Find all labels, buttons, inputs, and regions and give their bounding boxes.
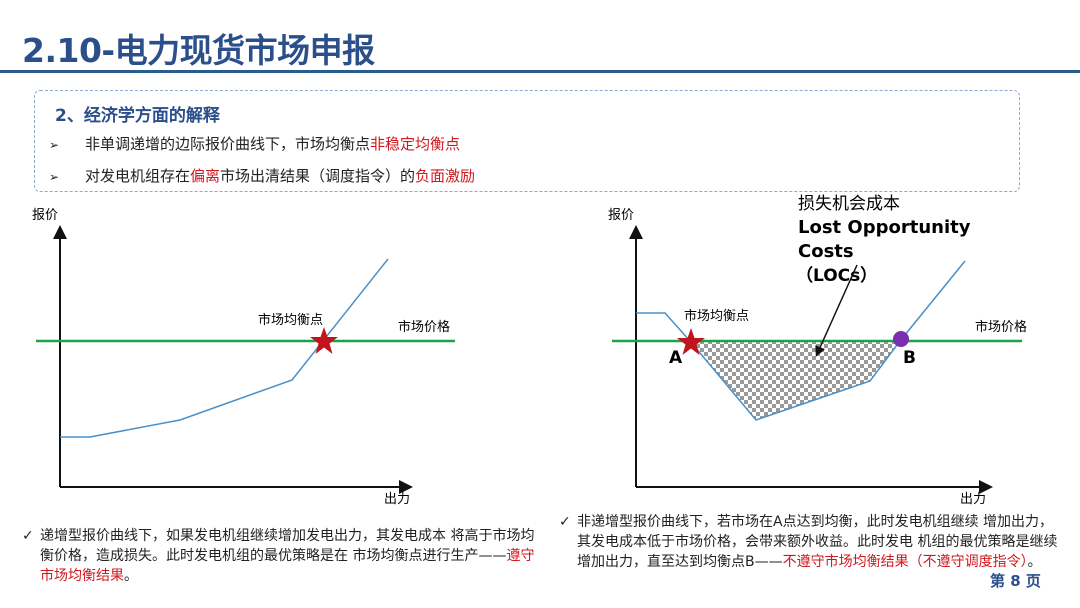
arrow-bullet-icon: ➢ xyxy=(49,170,60,184)
right-price-label: 市场价格 xyxy=(975,319,1027,335)
left-ylabel: 报价 xyxy=(32,208,58,223)
left-note: ✓ 递增型报价曲线下，如果发电机组继续增加发电出力，其发电成本 将高于市场均衡价… xyxy=(22,526,540,586)
right-chart: 报价 出力 市场均衡点 市场价格 A B 损失机会成本 Lost Opportu… xyxy=(608,194,1027,507)
left-note-text: 递增型报价曲线下，如果发电机组继续增加发电出力，其发电成本 将高于市场均衡价格，… xyxy=(40,528,535,564)
right-equilibrium-label: 市场均衡点 xyxy=(684,308,749,324)
left-note-end: 。 xyxy=(124,568,138,584)
arrow-bullet-icon: ➢ xyxy=(49,138,60,152)
bullet-2-text-b: 市场出清结果（调度指令）的 xyxy=(220,167,416,185)
page-number: 第 8 页 xyxy=(990,572,1041,590)
page-title: 2.10-电力现货市场申报 xyxy=(22,31,375,70)
bullet-2-highlight-a: 偏离 xyxy=(190,167,221,185)
left-equilibrium-star-icon xyxy=(310,327,338,354)
section-heading: 2、经济学方面的解释 xyxy=(55,106,220,126)
check-icon: ✓ xyxy=(22,528,34,544)
bullet-1-text: 非单调递增的边际报价曲线下，市场均衡点 xyxy=(85,135,371,153)
point-b-label: B xyxy=(903,348,916,368)
right-ylabel: 报价 xyxy=(608,208,634,223)
right-note-highlight: 不遵守市场均衡结果（不遵守调度指令） xyxy=(782,554,1028,570)
bullet-2: ➢ 对发电机组存在偏离市场出清结果（调度指令）的负面激励 xyxy=(49,165,475,186)
bullet-2-text-a: 对发电机组存在 xyxy=(85,167,191,185)
right-note-end: 。 xyxy=(1027,554,1042,570)
bullet-2-highlight-b: 负面激励 xyxy=(415,167,476,185)
loc-label-en-1: Lost Opportunity xyxy=(798,217,971,238)
left-offer-curve xyxy=(60,258,389,438)
left-equilibrium-label: 市场均衡点 xyxy=(258,312,323,328)
title-divider xyxy=(0,70,1080,73)
loc-label-abbr: （LOCs） xyxy=(796,265,877,286)
loc-label-cn: 损失机会成本 xyxy=(798,194,900,214)
bullet-1-highlight: 非稳定均衡点 xyxy=(370,135,461,153)
point-a-label: A xyxy=(669,348,683,368)
left-note-highlight: 遵守市场均衡结果 xyxy=(40,548,535,584)
right-equilibrium-star-icon xyxy=(677,328,705,355)
right-xlabel: 出力 xyxy=(960,492,986,507)
point-b-marker-icon xyxy=(893,331,909,347)
left-chart: 报价 出力 市场均衡点 市场价格 xyxy=(32,208,455,507)
loc-pointer-arrow xyxy=(815,264,858,357)
right-note-text: 非递增型报价曲线下，若市场在A点达到均衡，此时发电机组继续 增加出力，其发电成本… xyxy=(577,514,1058,570)
left-xlabel: 出力 xyxy=(384,492,410,507)
explanation-box: 2、经济学方面的解释 ➢ 非单调递增的边际报价曲线下，市场均衡点非稳定均衡点 ➢ 对… xyxy=(34,90,1020,192)
check-icon: ✓ xyxy=(559,514,571,530)
bullet-1: ➢ 非单调递增的边际报价曲线下，市场均衡点非稳定均衡点 xyxy=(49,133,460,154)
left-price-label: 市场价格 xyxy=(398,319,450,335)
loc-hatched-area xyxy=(689,340,901,421)
loc-label-en-2: Costs xyxy=(798,241,854,262)
right-note: ✓ 非递增型报价曲线下，若市场在A点达到均衡，此时发电机组继续 增加出力，其发电… xyxy=(559,512,1060,572)
